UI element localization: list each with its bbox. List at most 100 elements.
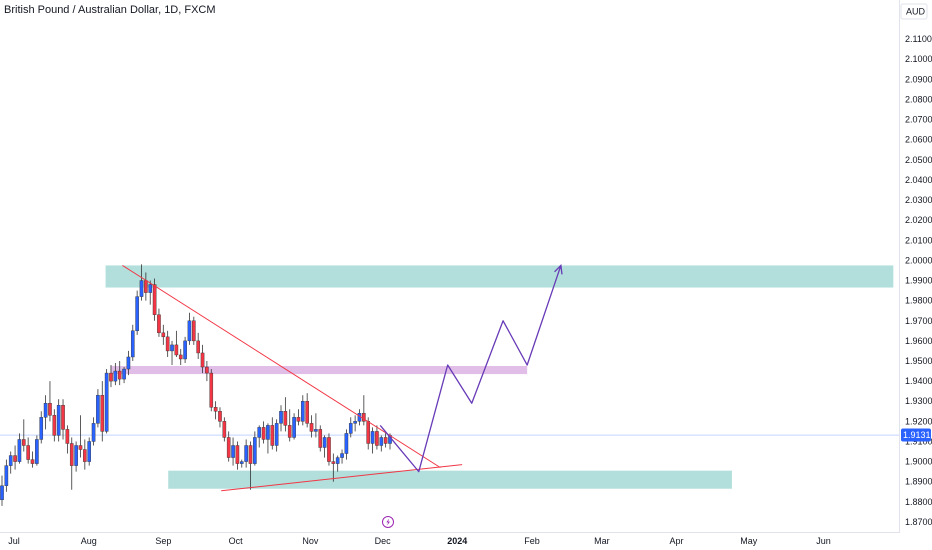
candle[interactable] bbox=[43, 395, 48, 430]
candle[interactable] bbox=[96, 389, 100, 428]
candle[interactable] bbox=[148, 280, 153, 305]
candle[interactable] bbox=[183, 336, 187, 364]
candle[interactable] bbox=[235, 441, 240, 470]
candle[interactable] bbox=[130, 324, 135, 361]
candle[interactable] bbox=[187, 312, 192, 345]
candle[interactable] bbox=[205, 360, 209, 382]
candle[interactable] bbox=[157, 308, 161, 337]
candle[interactable] bbox=[21, 419, 26, 452]
candle[interactable] bbox=[283, 397, 288, 432]
zone-rectangle[interactable] bbox=[110, 366, 528, 375]
candle[interactable] bbox=[226, 431, 231, 462]
candle[interactable] bbox=[69, 437, 74, 490]
candle[interactable] bbox=[353, 415, 357, 432]
candle[interactable] bbox=[231, 437, 235, 466]
candle[interactable] bbox=[209, 369, 214, 412]
zone-rectangle[interactable] bbox=[168, 470, 732, 489]
candle[interactable] bbox=[200, 344, 205, 374]
candle[interactable] bbox=[261, 421, 266, 444]
drawings-layer[interactable] bbox=[122, 264, 563, 492]
candle[interactable] bbox=[0, 475, 4, 506]
candle[interactable] bbox=[287, 409, 292, 442]
candle[interactable] bbox=[178, 348, 183, 366]
candle[interactable] bbox=[39, 411, 44, 444]
candle[interactable] bbox=[301, 395, 305, 426]
candle[interactable] bbox=[56, 399, 61, 442]
candle[interactable] bbox=[48, 381, 52, 422]
candle[interactable] bbox=[253, 431, 257, 466]
candle[interactable] bbox=[192, 316, 196, 345]
candle[interactable] bbox=[348, 417, 353, 438]
candle[interactable] bbox=[218, 407, 222, 428]
candle[interactable] bbox=[78, 415, 83, 458]
candle[interactable] bbox=[13, 445, 17, 470]
candle[interactable] bbox=[257, 425, 262, 448]
candle[interactable] bbox=[335, 455, 340, 472]
candle[interactable] bbox=[296, 409, 301, 426]
candle[interactable] bbox=[383, 431, 388, 448]
candle[interactable] bbox=[117, 360, 122, 386]
candle[interactable] bbox=[266, 423, 270, 454]
candle[interactable] bbox=[170, 340, 174, 366]
candle[interactable] bbox=[104, 369, 109, 434]
candle-body bbox=[231, 445, 235, 458]
candle[interactable] bbox=[213, 401, 218, 420]
price-scale-background[interactable] bbox=[900, 0, 932, 550]
candle[interactable] bbox=[375, 425, 379, 450]
candle[interactable] bbox=[65, 425, 70, 454]
candle[interactable] bbox=[109, 365, 113, 388]
candle-body bbox=[305, 401, 309, 424]
candle[interactable] bbox=[113, 363, 118, 386]
candle[interactable] bbox=[309, 415, 314, 438]
candle[interactable] bbox=[274, 419, 279, 452]
candle[interactable] bbox=[74, 441, 78, 472]
zone-rectangle[interactable] bbox=[105, 265, 894, 288]
trendline[interactable] bbox=[221, 464, 463, 492]
candle[interactable] bbox=[379, 435, 384, 452]
candle[interactable] bbox=[314, 413, 318, 438]
candle-body bbox=[296, 417, 301, 422]
candle[interactable] bbox=[222, 417, 227, 442]
candle[interactable] bbox=[17, 433, 22, 464]
candle[interactable] bbox=[161, 324, 166, 345]
candle[interactable] bbox=[244, 439, 248, 468]
candle[interactable] bbox=[135, 290, 139, 335]
candle[interactable] bbox=[239, 459, 244, 468]
candle[interactable] bbox=[91, 417, 96, 446]
candle[interactable] bbox=[370, 427, 375, 454]
candle[interactable] bbox=[196, 332, 200, 359]
candle[interactable] bbox=[327, 433, 331, 466]
candle[interactable] bbox=[122, 367, 126, 384]
candle[interactable] bbox=[30, 451, 35, 468]
candle[interactable] bbox=[100, 381, 105, 442]
y-tick-label: 1.96000 bbox=[905, 336, 932, 346]
candle[interactable] bbox=[87, 437, 91, 466]
candle[interactable] bbox=[35, 435, 39, 466]
candle[interactable] bbox=[165, 330, 170, 357]
candles-layer[interactable] bbox=[0, 264, 392, 506]
candle[interactable] bbox=[318, 425, 323, 452]
candle-body bbox=[353, 421, 357, 424]
currency-badge[interactable] bbox=[900, 3, 928, 20]
projection-path[interactable] bbox=[379, 265, 562, 473]
candle[interactable] bbox=[305, 393, 309, 428]
candle[interactable] bbox=[4, 459, 9, 492]
candle[interactable] bbox=[322, 435, 327, 458]
candle[interactable] bbox=[174, 330, 179, 357]
candle[interactable] bbox=[139, 264, 144, 301]
candle[interactable] bbox=[61, 399, 65, 440]
flash-icon[interactable] bbox=[382, 516, 394, 528]
candle[interactable] bbox=[270, 417, 275, 450]
candle[interactable] bbox=[292, 413, 296, 440]
candle[interactable] bbox=[8, 451, 13, 474]
candle[interactable] bbox=[126, 350, 131, 376]
candle[interactable] bbox=[340, 449, 344, 464]
candle[interactable] bbox=[248, 441, 253, 490]
candle[interactable] bbox=[279, 405, 283, 432]
candle[interactable] bbox=[26, 437, 30, 464]
candle[interactable] bbox=[344, 429, 349, 460]
candle[interactable] bbox=[331, 453, 336, 482]
candle[interactable] bbox=[52, 409, 57, 442]
candle[interactable] bbox=[83, 439, 87, 470]
